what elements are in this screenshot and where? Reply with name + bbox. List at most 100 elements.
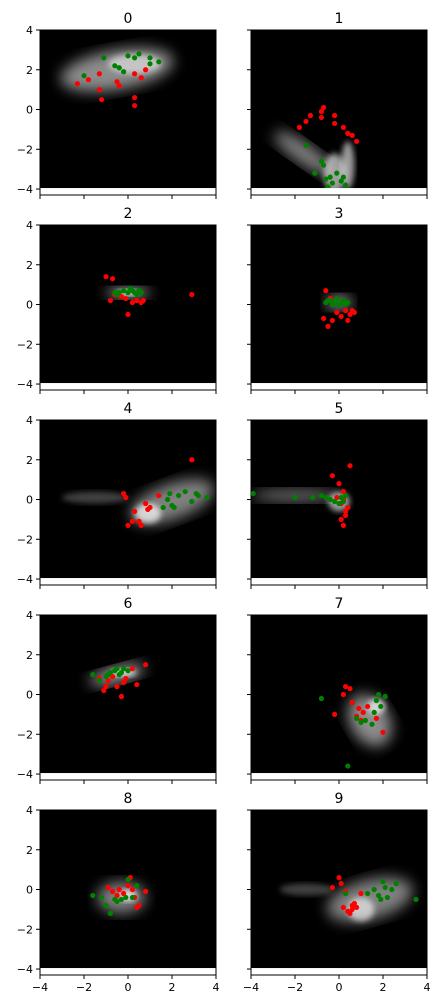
green-point [323,494,329,501]
green-point [134,882,140,889]
panel-9: 9 −4 −2 0 2 4 [243,791,431,994]
y-tick-label: −4 [17,963,33,976]
green-point [138,289,144,296]
panel-title: 3 [335,206,344,222]
red-point [343,307,349,314]
red-point [105,884,111,891]
red-point [110,276,116,282]
green-point [182,488,188,495]
red-point [96,87,102,93]
red-point [121,890,127,897]
red-point [134,904,140,911]
y-tick-label: 2 [26,454,33,467]
red-point [351,900,357,907]
x-tick-label: −2 [76,981,92,994]
green-point [318,158,324,164]
green-point [318,492,324,499]
green-point [121,666,127,672]
green-point [147,61,153,67]
red-point [156,492,162,499]
green-point [327,174,333,180]
panel-0: 0 −4 −2 0 2 4 [17,11,217,199]
green-point [292,494,298,501]
red-point [114,892,120,899]
green-point [343,301,349,308]
panel-title: 1 [335,11,344,27]
red-point [332,711,338,717]
red-point [347,685,353,692]
red-point [107,297,113,304]
red-point [121,490,127,497]
red-point [189,291,195,298]
green-point [340,174,346,180]
y-tick-label: −4 [17,573,33,586]
red-point [143,662,149,668]
red-point [360,709,366,716]
y-tick-label: 2 [26,64,33,77]
green-point [103,902,109,909]
red-point [345,504,351,511]
panel-title: 8 [124,791,133,807]
green-point [325,297,331,304]
y-tick-label: 0 [26,104,33,117]
green-point [129,894,135,901]
x-tick-label: 2 [169,981,176,994]
green-point [384,894,390,901]
green-point [354,715,360,721]
green-point [393,880,399,887]
panel-5: 5 [247,401,428,589]
green-point [371,709,377,716]
red-point [349,906,355,912]
red-point [343,683,349,690]
red-point [343,512,349,519]
red-point [132,102,138,109]
green-point [176,492,182,499]
red-point [365,703,371,710]
red-point [121,679,127,686]
panel-2: 2 −4 −2 0 2 4 [17,206,217,394]
green-point [343,890,349,897]
red-point [358,890,364,897]
green-point [310,494,316,501]
green-point [165,496,171,503]
green-point [376,691,382,698]
x-tick-label: 4 [213,981,220,994]
y-tick-label: −4 [17,183,33,196]
green-point [345,763,351,769]
x-tick-label: 4 [424,981,431,994]
y-tick-label: 0 [26,299,33,312]
y-tick-label: 2 [26,259,33,272]
red-point [338,313,344,320]
density-image [251,615,427,774]
density-image [40,225,216,384]
red-point [125,311,131,318]
green-point [118,670,124,676]
red-point [332,112,338,119]
panel-7: 7 [247,596,428,784]
x-tick-label: −2 [287,981,303,994]
y-tick-label: 2 [26,844,33,857]
y-tick-label: 4 [26,609,33,622]
red-point [132,71,138,77]
green-point [114,898,120,905]
y-tick-label: 4 [26,24,33,37]
panel-3: 3 [247,206,428,394]
red-point [380,729,386,735]
green-point [329,301,335,308]
y-tick-label: −4 [17,768,33,781]
red-point [129,299,135,306]
red-point [143,500,149,507]
green-point [171,504,177,511]
green-point [125,668,131,674]
green-point [193,490,199,497]
green-point [413,896,419,903]
green-point [369,721,375,727]
panel-4: 4 −4 −2 0 2 4 [17,401,217,589]
panel-6: 6 −4 −2 0 2 4 [17,596,217,784]
red-point [134,681,140,688]
red-point [334,309,340,316]
green-point [99,894,105,901]
green-point [378,896,384,903]
red-point [125,882,131,889]
